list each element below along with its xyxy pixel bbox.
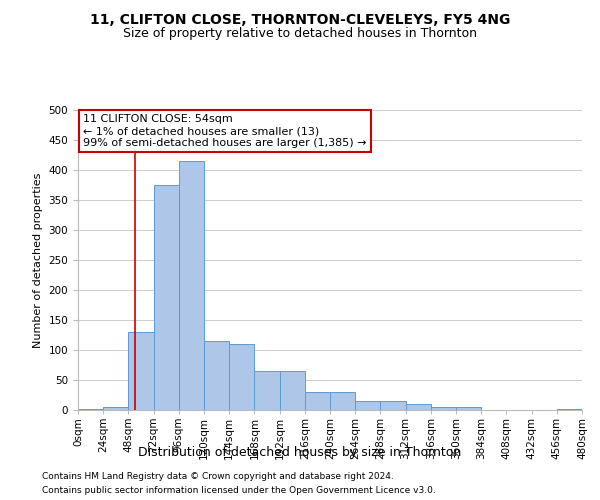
Bar: [254, 371, 280, 410]
Text: Contains public sector information licensed under the Open Government Licence v3: Contains public sector information licen…: [42, 486, 436, 495]
Bar: [355, 401, 380, 410]
Bar: [431, 407, 456, 410]
Bar: [179, 161, 204, 410]
Text: Distribution of detached houses by size in Thornton: Distribution of detached houses by size …: [139, 446, 461, 459]
Text: Size of property relative to detached houses in Thornton: Size of property relative to detached ho…: [123, 28, 477, 40]
Text: 11, CLIFTON CLOSE, THORNTON-CLEVELEYS, FY5 4NG: 11, CLIFTON CLOSE, THORNTON-CLEVELEYS, F…: [90, 12, 510, 26]
Bar: [557, 409, 582, 410]
Bar: [103, 407, 128, 410]
Bar: [380, 401, 406, 410]
Bar: [406, 404, 431, 410]
Bar: [78, 409, 103, 410]
Text: Contains HM Land Registry data © Crown copyright and database right 2024.: Contains HM Land Registry data © Crown c…: [42, 472, 394, 481]
Bar: [204, 341, 229, 410]
Bar: [128, 332, 154, 410]
Bar: [280, 371, 305, 410]
Bar: [330, 392, 355, 410]
Bar: [229, 344, 254, 410]
Bar: [154, 185, 179, 410]
Text: 11 CLIFTON CLOSE: 54sqm
← 1% of detached houses are smaller (13)
99% of semi-det: 11 CLIFTON CLOSE: 54sqm ← 1% of detached…: [83, 114, 367, 148]
Bar: [305, 392, 330, 410]
Bar: [456, 407, 481, 410]
Y-axis label: Number of detached properties: Number of detached properties: [33, 172, 43, 348]
